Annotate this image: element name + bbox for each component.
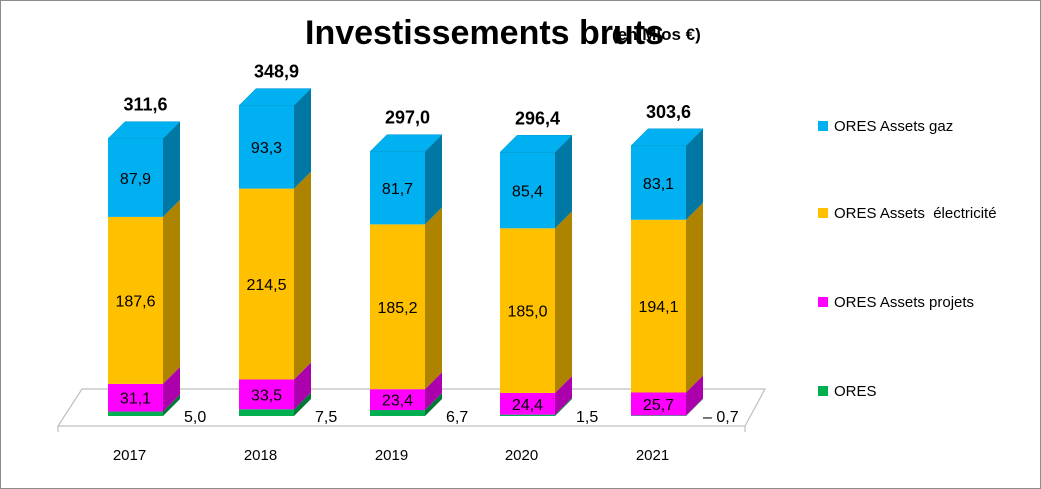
bar-side-ores-assets-lectricit-2018 (294, 171, 311, 380)
bar-stack-2019: 6,7 23,4 185,2 81,7 297,0 (369, 108, 468, 426)
legend-swatch (818, 121, 828, 131)
data-label-ores-assets-projets-2020: 24,4 (512, 397, 543, 414)
bar-stacks: 5,0 31,1 187,6 87,9 311,6 7,5 33,5 214,5 93,3 348… (107, 62, 739, 426)
legend-swatch (818, 208, 828, 218)
data-label-ores-2017: 5,0 (184, 409, 206, 426)
data-label-ores-assets-projets-2021: 25,7 (643, 397, 674, 414)
data-label-ores-assets-lectricit-2017: 187,6 (115, 293, 155, 310)
legend-item-ores-assets-lectricit: ORES Assets électricité (818, 205, 997, 222)
x-tick-label-2018: 2018 (244, 447, 277, 464)
data-label-ores-assets-lectricit-2020: 185,0 (507, 304, 547, 321)
bar-ores-assets-lectricit-2021 (631, 219, 686, 393)
bar-ores-assets-lectricit-2018 (239, 188, 294, 380)
total-label-2018: 348,9 (254, 62, 299, 82)
bar-ores-assets-projets-2019 (370, 389, 425, 411)
bar-top-2021 (630, 128, 704, 147)
legend-label: ORES Assets projets (834, 294, 974, 311)
bar-ores-assets-lectricit-2019 (370, 224, 425, 390)
x-tick-label-2020: 2020 (505, 447, 538, 464)
legend-swatch (818, 297, 828, 307)
bar-ores-assets-gaz-2019 (370, 151, 425, 225)
legend: ORES Assets gaz ORES Assets électricité OR… (818, 118, 997, 400)
bar-side-ores-assets-lectricit-2020 (555, 211, 572, 393)
bar-side-ores-assets-projets-2017 (163, 366, 180, 412)
bar-side-ores-assets-lectricit-2017 (163, 199, 180, 384)
bar-ores-assets-projets-2021 (631, 392, 686, 416)
legend-swatch (818, 386, 828, 396)
x-tick-label-2021: 2021 (636, 447, 669, 464)
bar-ores-2020 (500, 414, 555, 416)
total-label-2019: 297,0 (385, 108, 430, 128)
legend-item-ores-assets-projets: ORES Assets projets (818, 294, 974, 311)
bar-side-ores-assets-projets-2021 (686, 375, 703, 416)
bar-side-ores-assets-gaz-2021 (686, 128, 703, 220)
bar-ores-assets-lectricit-2020 (500, 228, 555, 393)
bar-ores-assets-projets-2017 (108, 383, 163, 412)
bar-ores-2021 (631, 415, 686, 416)
total-label-2021: 303,6 (646, 102, 691, 122)
legend-label: ORES (834, 383, 877, 400)
bar-side-ores-2019 (425, 393, 442, 416)
bar-ores-assets-projets-2018 (239, 379, 294, 410)
bar-top-2017 (107, 121, 181, 139)
legend-label: ORES Assets électricité (834, 205, 997, 222)
x-axis: 2017 2018 2019 2020 2021 (113, 447, 669, 464)
x-tick-label-2019: 2019 (375, 447, 408, 464)
bar-top-2019 (369, 134, 443, 152)
bar-ores-assets-lectricit-2017 (108, 216, 163, 384)
bar-stack-2021: – 0,7 25,7 194,1 83,1 303,6 (630, 102, 739, 426)
bar-stack-2017: 5,0 31,1 187,6 87,9 311,6 (107, 95, 206, 426)
bar-side-ores-2018 (294, 392, 311, 416)
data-label-ores-assets-gaz-2018: 93,3 (251, 140, 282, 157)
bar-side-ores-assets-gaz-2020 (555, 135, 572, 229)
data-label-ores-2019: 6,7 (446, 409, 468, 426)
chart-title: Investissements bruts (305, 14, 664, 52)
bar-side-ores-assets-projets-2019 (425, 372, 442, 411)
data-label-ores-2021: – 0,7 (703, 409, 739, 426)
data-label-ores-2018: 7,5 (315, 409, 337, 426)
data-label-ores-assets-projets-2019: 23,4 (382, 393, 413, 410)
bar-stack-2018: 7,5 33,5 214,5 93,3 348,9 (238, 62, 337, 426)
bar-side-ores-assets-projets-2018 (294, 362, 311, 410)
total-label-2017: 311,6 (123, 95, 167, 115)
data-label-ores-assets-gaz-2020: 85,4 (512, 183, 543, 200)
bar-side-ores-assets-gaz-2018 (294, 88, 311, 189)
bar-side-ores-assets-projets-2020 (555, 375, 572, 415)
total-label-2020: 296,4 (515, 108, 560, 128)
bar-stack-2020: 1,5 24,4 185,0 85,4 296,4 (499, 108, 598, 426)
bar-ores-2017 (108, 411, 163, 416)
x-tick-label-2017: 2017 (113, 447, 146, 464)
bar-side-ores-2020 (555, 397, 572, 416)
bar-top-2020 (499, 135, 573, 153)
data-label-ores-assets-gaz-2019: 81,7 (382, 181, 413, 198)
bar-ores-2019 (370, 410, 425, 416)
bar-side-ores-2021 (686, 398, 703, 416)
data-label-ores-assets-projets-2017: 31,1 (120, 391, 151, 408)
data-label-ores-assets-lectricit-2018: 214,5 (246, 277, 286, 294)
bar-ores-2018 (239, 409, 294, 416)
bar-side-ores-assets-lectricit-2019 (425, 207, 442, 390)
data-label-ores-assets-projets-2018: 33,5 (251, 387, 282, 404)
bar-top-2018 (238, 88, 312, 106)
data-label-ores-assets-gaz-2017: 87,9 (120, 171, 151, 188)
bar-ores-assets-gaz-2020 (500, 152, 555, 229)
bar-side-ores-assets-gaz-2017 (163, 121, 180, 217)
bar-side-ores-2017 (163, 394, 180, 416)
bar-side-ores-assets-lectricit-2021 (686, 202, 703, 393)
data-label-ores-assets-lectricit-2021: 194,1 (638, 299, 678, 316)
data-label-ores-2020: 1,5 (576, 409, 598, 426)
data-label-ores-assets-lectricit-2019: 185,2 (377, 300, 417, 317)
legend-item-ores-assets-gaz: ORES Assets gaz (818, 118, 953, 135)
bar-side-ores-assets-gaz-2019 (425, 134, 442, 225)
legend-label: ORES Assets gaz (834, 118, 953, 135)
chart-subtitle: (en Mios €) (612, 25, 701, 44)
legend-item-ores: ORES (818, 383, 877, 400)
bar-ores-assets-gaz-2017 (108, 138, 163, 217)
bar-ores-assets-projets-2020 (500, 392, 555, 415)
bar-ores-assets-gaz-2021 (631, 145, 686, 220)
bar-ores-assets-gaz-2018 (239, 105, 294, 189)
data-label-ores-assets-gaz-2021: 83,1 (643, 176, 674, 193)
